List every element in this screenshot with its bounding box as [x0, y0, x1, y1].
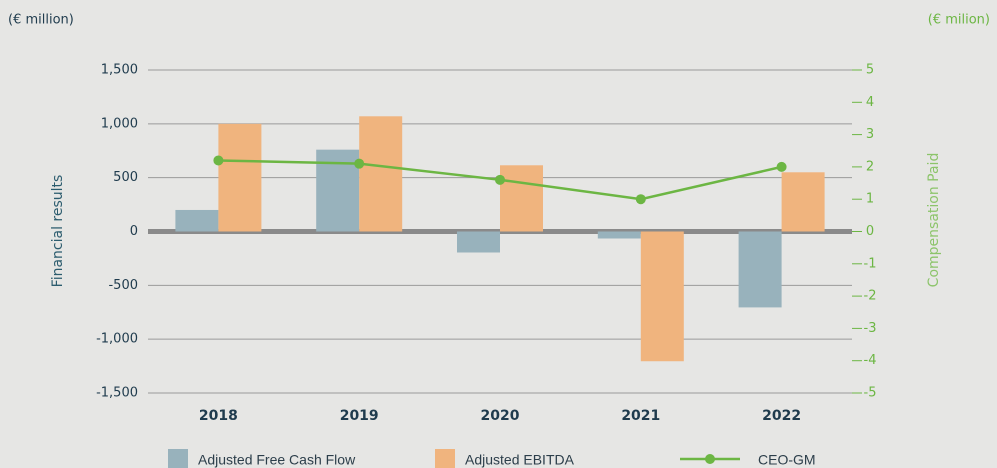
bar [457, 231, 500, 253]
x-tick-label: 2018 [199, 408, 238, 424]
y-axis-title: Financial results [50, 175, 66, 288]
line-point [495, 174, 505, 185]
y-tick-label: 1,000 [101, 116, 138, 131]
y-tick-label: 0 [130, 224, 138, 239]
y2-tick-label: 0 [866, 224, 874, 239]
bar [500, 165, 543, 232]
legend-swatch [168, 449, 188, 468]
y2-tick-label: 1 [866, 192, 874, 207]
x-tick-label: 2022 [762, 408, 801, 424]
y2-tick-label: 3 [866, 127, 874, 142]
y-tick-label: 500 [113, 170, 138, 185]
bar [218, 123, 262, 232]
line-point [213, 155, 224, 166]
right-unit: (€ milion) [928, 13, 990, 28]
legend-dot [705, 454, 715, 464]
bar [175, 209, 219, 232]
legend-label: CEO-GM [758, 452, 816, 468]
bar [597, 231, 641, 239]
bar [781, 172, 825, 232]
y2-tick-label: 4 [866, 95, 874, 110]
y2-tick-label: -3 [864, 321, 877, 336]
y2-axis-title: Compensation Paid [926, 153, 942, 288]
y-tick-label: -1,500 [96, 386, 138, 401]
legend-label: Adjusted Free Cash Flow [198, 452, 356, 468]
line-point [635, 194, 646, 205]
bar [640, 231, 684, 362]
x-tick-label: 2019 [340, 408, 379, 424]
line-point [354, 158, 365, 169]
x-tick-label: 2021 [621, 408, 660, 424]
x-tick-label: 2020 [481, 408, 520, 424]
y2-tick-label: 2 [866, 159, 874, 174]
legend-label: Adjusted EBITDA [465, 452, 575, 468]
line-point [776, 161, 787, 172]
y-tick-label: -1,000 [96, 332, 138, 347]
y2-tick-label: -4 [864, 353, 877, 368]
y2-tick-label: -1 [864, 256, 877, 271]
bar [359, 116, 403, 232]
y-tick-label: 1,500 [101, 63, 138, 78]
left-unit: (€ million) [8, 13, 74, 28]
y-tick-label: -500 [108, 278, 138, 293]
bar [738, 231, 782, 308]
legend-swatch [435, 449, 455, 468]
y2-tick-label: -5 [864, 386, 877, 401]
y2-tick-label: 5 [866, 63, 874, 78]
y2-tick-label: -2 [864, 289, 877, 304]
